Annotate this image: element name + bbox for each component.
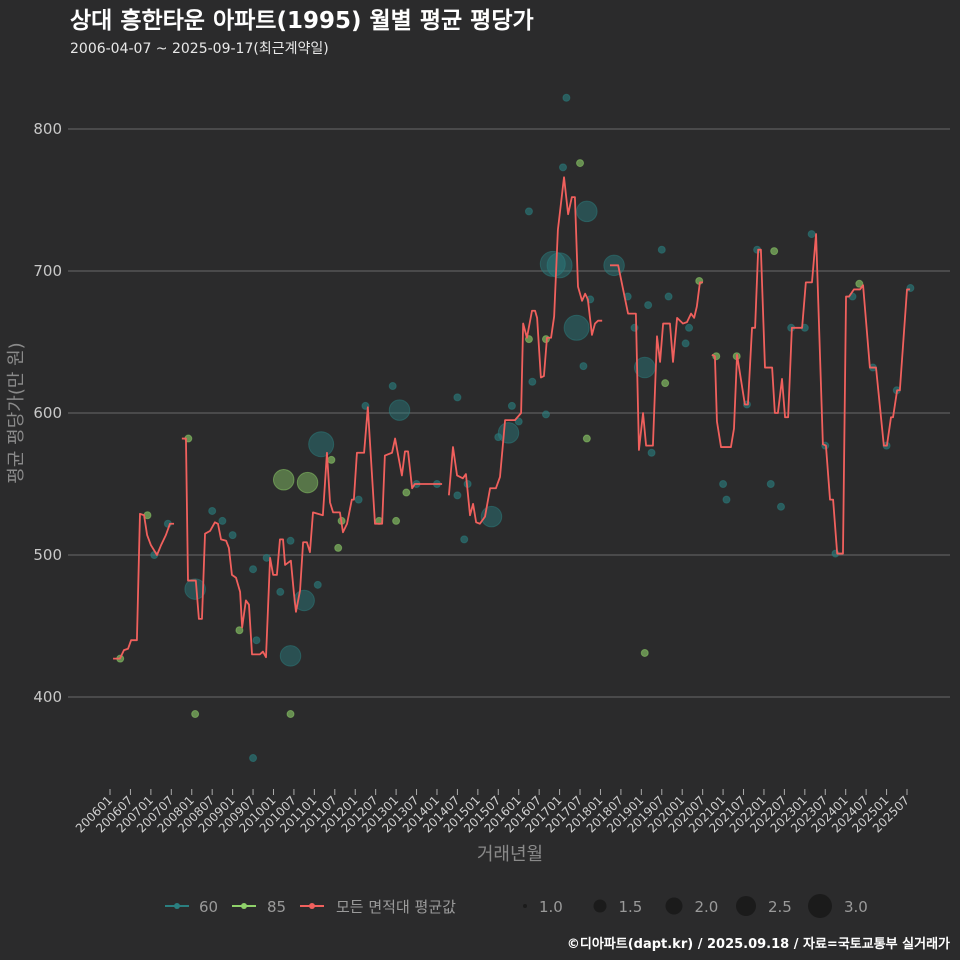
legend-size-label: 1.0 xyxy=(539,898,563,916)
y-tick-label: 800 xyxy=(33,120,62,138)
data-point-60 xyxy=(906,284,915,293)
data-point-60 xyxy=(647,448,656,457)
data-point-85 xyxy=(576,159,585,168)
data-point-85 xyxy=(582,434,591,443)
data-point-60 xyxy=(514,417,523,426)
data-point-60 xyxy=(279,645,302,667)
average-line-segment xyxy=(610,264,703,451)
data-point-60 xyxy=(766,480,775,488)
average-line-segment xyxy=(181,406,443,659)
data-point-60 xyxy=(218,516,227,525)
x-axis-title: 거래년월 xyxy=(477,844,543,865)
data-point-60 xyxy=(657,245,666,254)
data-point-60 xyxy=(562,93,571,102)
legend-label: 모든 면적대 평균값 xyxy=(336,898,456,916)
legend-size-circle xyxy=(593,899,607,913)
data-point-60 xyxy=(644,301,653,310)
y-tick-label: 400 xyxy=(33,688,62,706)
legend-size-circle xyxy=(665,897,683,915)
data-point-85 xyxy=(402,488,411,497)
y-tick-label: 500 xyxy=(33,546,62,564)
chart-title: 상대 흥한타운 아파트(1995) 월별 평균 평당가 xyxy=(70,8,534,34)
data-point-60 xyxy=(313,580,322,589)
data-point-60 xyxy=(563,314,590,341)
data-point-60 xyxy=(664,292,673,301)
data-point-85 xyxy=(327,455,336,464)
legend-label: 60 xyxy=(199,898,218,916)
data-point-60 xyxy=(558,163,567,172)
data-point-60 xyxy=(453,491,462,500)
legend-size-circle xyxy=(808,894,832,918)
legend-size-label: 2.5 xyxy=(768,898,792,916)
data-point-60 xyxy=(308,431,335,458)
data-point-85 xyxy=(392,516,401,525)
data-point-60 xyxy=(685,323,694,332)
y-axis-ticks: 400 500 600 700 800 xyxy=(33,120,62,706)
data-point-60 xyxy=(388,382,397,391)
data-point-60 xyxy=(208,506,217,515)
data-point-60 xyxy=(249,565,258,574)
data-point-60 xyxy=(722,495,731,504)
data-point-60 xyxy=(807,230,816,239)
data-point-60 xyxy=(576,200,598,223)
data-point-60 xyxy=(286,536,295,545)
data-point-60 xyxy=(681,339,690,348)
data-point-60 xyxy=(460,535,469,544)
data-point-60 xyxy=(528,377,537,386)
data-point-60 xyxy=(507,401,516,410)
data-point-60 xyxy=(228,531,237,540)
y-tick-label: 700 xyxy=(33,262,62,280)
data-point-85 xyxy=(334,543,343,552)
data-point-60 xyxy=(276,587,285,596)
data-point-60 xyxy=(252,636,261,645)
data-point-60 xyxy=(776,502,785,511)
legend-marker-0 xyxy=(174,903,180,909)
data-point-60 xyxy=(184,578,206,600)
y-axis-title: 평균 평당가(만 원) xyxy=(6,342,27,483)
data-point-60 xyxy=(453,393,462,402)
data-point-60 xyxy=(388,399,411,421)
average-line-segment xyxy=(711,233,911,555)
data-point-60 xyxy=(249,754,258,763)
data-point-60 xyxy=(497,422,520,444)
legend-marker-1 xyxy=(241,903,247,909)
average-line xyxy=(113,176,911,660)
y-tick-label: 600 xyxy=(33,404,62,422)
data-point-60 xyxy=(719,480,728,488)
grid-lines xyxy=(68,128,950,698)
legend-marker-2 xyxy=(309,903,315,909)
data-point-85 xyxy=(770,247,779,256)
legend-label: 85 xyxy=(267,898,286,916)
average-line-segment xyxy=(113,512,175,660)
data-point-85 xyxy=(286,710,295,719)
chart-subtitle: 2006-04-07 ~ 2025-09-17(최근계약일) xyxy=(70,41,329,57)
data-point-85 xyxy=(640,648,649,657)
data-point-60 xyxy=(524,207,533,216)
data-point-60 xyxy=(539,250,566,277)
data-point-60 xyxy=(541,410,550,419)
footer-credit: ©디아파트(dapt.kr) / 2025.09.18 / 자료=국토교통부 실… xyxy=(567,936,950,952)
data-point-60 xyxy=(354,495,363,504)
scatter-points xyxy=(116,93,915,763)
legend-size-label: 1.5 xyxy=(619,898,643,916)
data-point-60 xyxy=(546,252,573,279)
legend-size-label: 2.0 xyxy=(695,898,719,916)
data-point-85 xyxy=(855,279,864,288)
data-point-60 xyxy=(579,362,588,371)
legend: 60 85 모든 면적대 평균값 1.0 1.5 2.0 2.5 3.0 xyxy=(165,894,868,918)
data-point-85 xyxy=(191,710,200,719)
legend-size-label: 3.0 xyxy=(844,898,868,916)
legend-size-circle xyxy=(736,896,756,916)
data-point-85 xyxy=(235,626,244,635)
data-point-85 xyxy=(272,468,295,491)
data-point-85 xyxy=(661,379,670,388)
data-point-85 xyxy=(296,471,319,494)
legend-size-circle xyxy=(523,904,527,908)
average-line-segment xyxy=(448,176,603,525)
